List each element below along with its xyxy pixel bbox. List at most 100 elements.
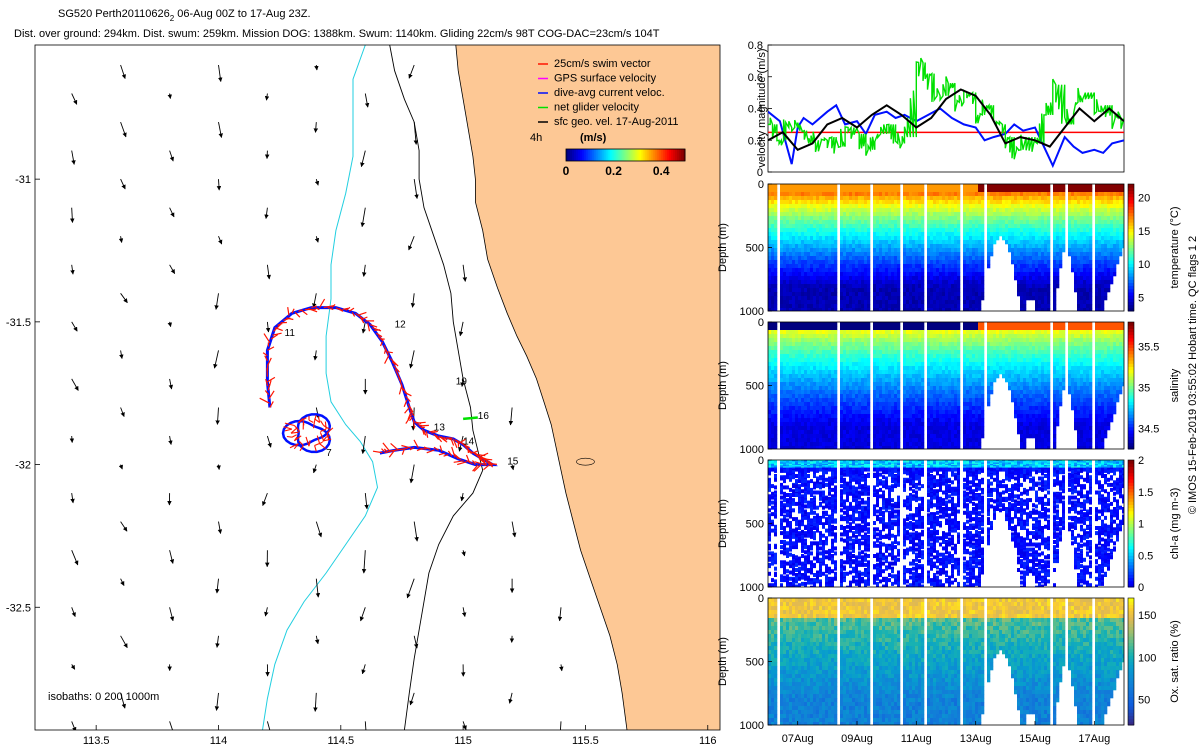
section-cell (969, 200, 973, 205)
section-cell (831, 418, 835, 423)
section-cell (1116, 200, 1120, 205)
section-cell (936, 216, 940, 221)
section-cell (816, 284, 820, 289)
section-cell (963, 204, 967, 209)
section-cell (771, 244, 775, 249)
section-cell (807, 422, 811, 427)
section-cell (774, 386, 778, 391)
section-cell (930, 216, 934, 221)
section-cell (885, 256, 889, 261)
section-cell (903, 268, 907, 273)
section-cell (966, 184, 970, 189)
geostrophic-arrow (409, 464, 415, 484)
geostrophic-arrow (413, 179, 419, 200)
section-cell (963, 224, 967, 229)
section-cell (1089, 184, 1093, 189)
section-cell (936, 256, 940, 261)
section-cell (1041, 256, 1045, 261)
section-cell (816, 256, 820, 261)
geostrophic-arrow (315, 578, 321, 598)
section-cell (882, 366, 886, 371)
section-cell (1062, 216, 1066, 221)
colorbar-cell (619, 149, 623, 161)
section-cell (831, 220, 835, 225)
section-cell (846, 322, 850, 327)
geostrophic-arrow (461, 607, 467, 618)
section-cell (801, 382, 805, 387)
section-cell (873, 330, 877, 335)
section-cell (957, 284, 961, 289)
section-cell (1083, 220, 1087, 225)
section-cell (843, 240, 847, 245)
section-cell (939, 188, 943, 193)
section-cell (1056, 204, 1060, 209)
section-cell (1059, 240, 1063, 245)
section-cell (858, 410, 862, 415)
section-cell (882, 326, 886, 331)
geostrophic-arrow (508, 407, 514, 426)
section-cell (810, 216, 814, 221)
section-cell (939, 276, 943, 281)
section-cell (918, 184, 922, 189)
section-cell (846, 378, 850, 383)
section-cell (1038, 212, 1042, 217)
section-cell (1056, 208, 1060, 213)
section-cell (966, 192, 970, 197)
section-cell (921, 272, 925, 277)
section-cell (849, 184, 853, 189)
section-cell (810, 374, 814, 379)
section-cell (1059, 248, 1063, 253)
colorbar-cell (581, 149, 585, 161)
section-cell (909, 268, 913, 273)
section-cell (855, 276, 859, 281)
swim-vector (423, 446, 431, 450)
section-cell (972, 272, 976, 277)
section-cell (987, 200, 991, 205)
section-cell (1053, 212, 1057, 217)
section-cell (822, 216, 826, 221)
section-cell (813, 244, 817, 249)
section-cell (990, 184, 994, 189)
section-cell (957, 264, 961, 269)
swim-vector (342, 307, 349, 311)
section-cell (897, 272, 901, 277)
section-cell (999, 216, 1003, 221)
section-cell (861, 288, 865, 293)
section-cell (882, 330, 886, 335)
swim-vector (398, 384, 403, 395)
section-cell (1119, 204, 1123, 209)
section-cell (891, 200, 895, 205)
section-cell (933, 256, 937, 261)
section-cell (798, 284, 802, 289)
swim-vector (407, 411, 412, 420)
section-cell (1008, 204, 1012, 209)
section-cell (1095, 292, 1099, 297)
section-cell (915, 188, 919, 193)
swim-vector (270, 334, 279, 340)
section-cell (807, 342, 811, 347)
section-cell (852, 220, 856, 225)
section-cell (828, 268, 832, 273)
section-cell (945, 260, 949, 265)
section-cell (954, 188, 958, 193)
section-cell (888, 414, 892, 419)
section-cell (855, 386, 859, 391)
section-cell (915, 252, 919, 257)
section-cell (1002, 188, 1006, 193)
section-cell (897, 288, 901, 293)
section-cell (897, 188, 901, 193)
section-cell (1020, 216, 1024, 221)
section-cell (771, 382, 775, 387)
geostrophic-arrow (462, 264, 467, 282)
section-cell (1068, 248, 1072, 253)
section-cell (828, 300, 832, 305)
section-cell (834, 256, 838, 261)
section-cell (972, 228, 976, 233)
section-cell (882, 414, 886, 419)
section-cell (1047, 248, 1051, 253)
section-cell (1104, 228, 1108, 233)
section-cell (852, 426, 856, 431)
section-cell (822, 296, 826, 301)
section-cell (963, 280, 967, 285)
section-cell (993, 192, 997, 197)
